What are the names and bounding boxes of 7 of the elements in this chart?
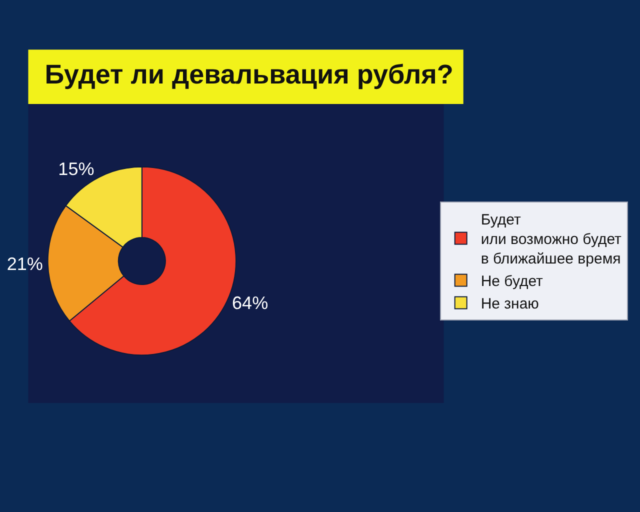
chart-title: Будет ли девальвация рубля?: [44, 60, 454, 90]
data-label: 15%: [58, 159, 94, 180]
data-label: 21%: [6, 254, 43, 274]
legend-label: Не знаю: [480, 296, 539, 313]
legend-label: Будет или возможно будет в ближайшее время: [480, 212, 622, 268]
legend-label: Не будет: [480, 273, 544, 290]
data-label: 64%: [232, 292, 268, 313]
